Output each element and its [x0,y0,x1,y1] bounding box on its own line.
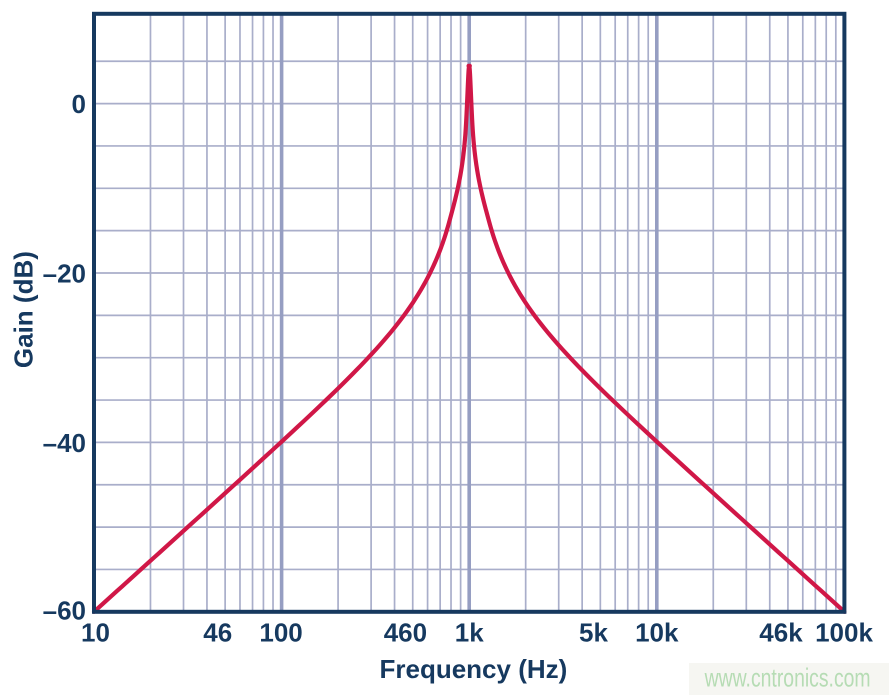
svg-text:–40: –40 [43,428,86,458]
svg-text:0: 0 [72,89,86,119]
svg-text:100: 100 [259,618,302,648]
svg-text:10: 10 [81,618,110,648]
svg-text:–20: –20 [43,259,86,289]
svg-text:1k: 1k [455,618,484,648]
svg-text:460: 460 [384,618,427,648]
svg-text:46k: 46k [759,618,803,648]
svg-text:Frequency (Hz): Frequency (Hz) [379,654,567,684]
svg-text:100k: 100k [815,618,873,648]
svg-text:Gain (dB): Gain (dB) [9,251,39,368]
svg-text:10k: 10k [635,618,679,648]
svg-text:–60: –60 [43,596,86,626]
svg-text:www.cntronics.com: www.cntronics.com [704,663,871,693]
svg-text:46: 46 [203,618,232,648]
svg-text:5k: 5k [579,618,608,648]
